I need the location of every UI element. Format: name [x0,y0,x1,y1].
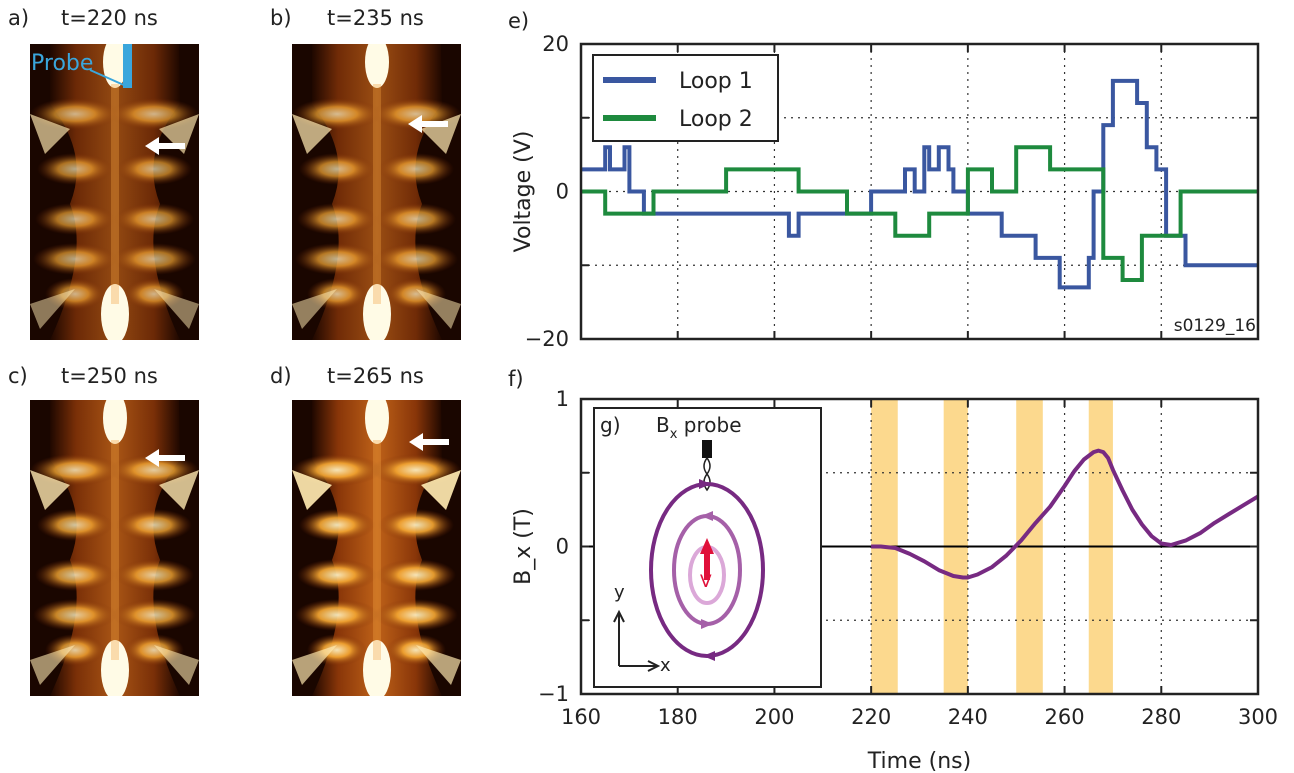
loop-arrow-icon [701,511,713,521]
probe-pointer [89,69,127,87]
legend-label: Loop 2 [679,107,753,132]
y-tick-label: −1 [538,682,569,706]
loop-arrow-icon [699,479,711,489]
x-tick-label: 280 [1141,705,1181,729]
y-tick-label: −20 [525,327,569,351]
image-title-a: t=220 ns [61,6,158,30]
image-title-d: t=265 ns [327,364,424,388]
image-title-b: t=235 ns [327,6,424,30]
probe-head-icon [702,440,712,458]
inset-probe-label: Bx probe [656,413,742,442]
plasma-image-c [30,400,199,696]
axis-y-arrowhead [613,609,625,623]
legend-box [592,54,779,142]
x-tick-label: 300 [1238,705,1278,729]
white-arrow-icon [145,137,185,155]
panel-label-d: d) [270,364,292,388]
panel-label-f: f) [508,367,524,391]
probe-icon [123,44,132,88]
panel-label-c: c) [8,364,28,388]
velocity-arrowhead-icon [700,538,714,554]
axes-frame-e [579,42,1260,341]
shot-annotation: s0129_16 [1174,316,1256,336]
panel-label-b: b) [270,6,292,30]
plasma-image-a: Probe [30,44,199,340]
plasma-image-d [292,400,461,696]
white-arrow-icon [409,433,449,451]
probe-label: Probe [31,51,93,76]
axis-x-arrowhead [647,660,661,672]
y-axis-label-e: Voltage (V) [511,131,536,253]
x-tick-label: 200 [754,705,794,729]
inset-g: g) Bx probe Vy x [593,407,822,688]
axis-y-label: y [614,582,625,603]
panel-label-a: a) [8,6,30,30]
series-line-loop-2 [581,145,1258,282]
loop-arrow-icon [701,619,713,629]
panel-label-e: e) [508,9,529,33]
velocity-label: V [700,572,712,592]
legend-label: Loop 1 [679,69,753,94]
y-tick-label: 1 [556,387,569,411]
x-axis-label: Time (ns) [867,749,971,773]
x-tick-label: 160 [561,705,601,729]
white-arrow-icon [145,449,185,467]
legend: Loop 1 Loop 2 [592,54,779,142]
x-tick-label: 260 [1045,705,1085,729]
y-axis-label-f: B_x (T) [511,508,536,585]
series-line-bx [871,448,1260,580]
y-tick-label: 20 [542,32,569,56]
plasma-image-b [292,44,461,340]
x-tick-label: 180 [658,705,698,729]
inset-panel-label: g) [600,413,621,437]
probe-loop-icon [703,457,711,492]
x-tick-label: 220 [851,705,891,729]
axes-frame-f [579,397,1260,696]
y-tick-label: 0 [556,535,569,559]
loop-arrow-icon [703,651,715,661]
series-line-loop-1 [581,78,1258,290]
x-tick-label: 240 [948,705,988,729]
image-title-c: t=250 ns [61,364,158,388]
white-arrow-icon [408,115,448,133]
y-tick-label: 0 [556,180,569,204]
axis-x-label: x [660,655,671,676]
